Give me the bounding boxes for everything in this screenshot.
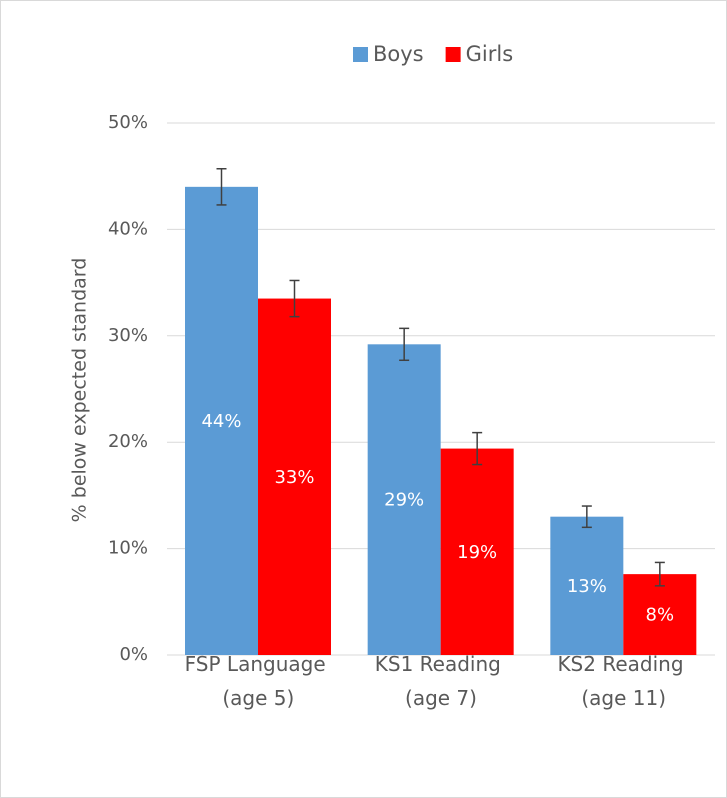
error-bar xyxy=(581,505,592,529)
data-label: 13% xyxy=(567,576,607,597)
error-bar xyxy=(216,168,227,206)
y-tick-label: 20% xyxy=(108,431,148,452)
data-label: 29% xyxy=(384,490,424,511)
y-tick-label: 10% xyxy=(108,538,148,559)
bar xyxy=(440,448,514,655)
legend-label: Girls xyxy=(466,42,514,66)
bar xyxy=(367,344,441,655)
data-label: 19% xyxy=(457,542,497,563)
data-label: 8% xyxy=(646,605,675,626)
y-tick-label: 30% xyxy=(108,325,148,346)
y-axis-label: % below expected standard xyxy=(69,258,91,523)
error-bar xyxy=(399,327,410,362)
bar xyxy=(185,186,258,655)
legend-swatch xyxy=(353,47,368,62)
x-tick-label: KS2 Reading (age 11) xyxy=(557,652,689,710)
x-tick-label: KS1 Reading (age 7) xyxy=(375,652,507,710)
legend-swatch xyxy=(445,47,461,62)
error-bar xyxy=(654,561,665,587)
x-tick-label: FSP Language (age 5) xyxy=(185,652,332,710)
data-label: 44% xyxy=(201,411,241,432)
error-bar xyxy=(472,431,483,466)
error-bar xyxy=(289,279,300,318)
data-label: 33% xyxy=(274,467,314,488)
y-tick-label: 40% xyxy=(108,218,148,239)
y-tick-label: 50% xyxy=(108,112,148,133)
y-tick-label: 0% xyxy=(119,644,148,665)
legend-label: Boys xyxy=(373,42,424,66)
bar xyxy=(623,574,697,655)
bar xyxy=(258,298,331,655)
bar xyxy=(550,516,624,655)
